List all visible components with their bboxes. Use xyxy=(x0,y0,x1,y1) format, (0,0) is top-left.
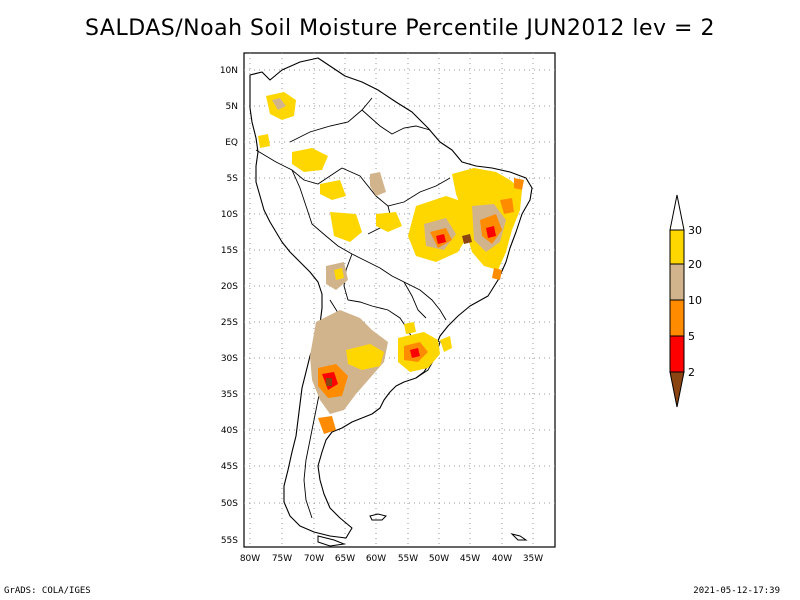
map-title: SALDAS/Noah Soil Moisture Percentile JUN… xyxy=(85,16,715,41)
lon-label: 35W xyxy=(523,554,543,564)
lon-label: 70W xyxy=(304,554,324,564)
lon-label: 40W xyxy=(492,554,512,564)
lat-label: 25S xyxy=(221,318,238,328)
legend-swatch-2-5 xyxy=(669,335,685,373)
soil-moisture-patches xyxy=(258,92,524,434)
lat-label: 35S xyxy=(221,390,238,400)
lat-label: 30S xyxy=(221,354,238,364)
lat-label: 10N xyxy=(220,66,238,76)
lat-label: 5N xyxy=(226,102,238,112)
lat-label: 50S xyxy=(221,499,238,509)
legend-label: 5 xyxy=(688,330,695,343)
lon-label: 55W xyxy=(398,554,418,564)
lon-label: 75W xyxy=(272,554,292,564)
lon-label: 60W xyxy=(366,554,386,564)
legend-label: 10 xyxy=(688,294,702,307)
lat-label: 10S xyxy=(221,210,238,220)
lat-label: 5S xyxy=(227,174,239,184)
lon-label: 50W xyxy=(429,554,449,564)
lat-label: 45S xyxy=(221,462,238,472)
lon-label: 65W xyxy=(335,554,355,564)
continent-outline xyxy=(249,57,533,539)
footer-timestamp: 2021-05-12-17:39 xyxy=(693,586,780,596)
legend-label: 30 xyxy=(688,224,702,237)
lat-label: 40S xyxy=(221,426,238,436)
legend-labels: 30 20 10 5 2 xyxy=(688,224,702,379)
legend-swatch-above-30 xyxy=(669,194,685,231)
longitude-labels: 80W 75W 70W 65W 60W 55W 50W 45W 40W 35W xyxy=(240,554,543,564)
legend-swatch-below-2 xyxy=(669,371,685,408)
color-bar-legend xyxy=(669,194,685,408)
lon-label: 45W xyxy=(460,554,480,564)
map-frame xyxy=(243,52,556,548)
tierra-del-fuego xyxy=(317,535,346,547)
south-georgia xyxy=(510,533,528,541)
legend-label: 2 xyxy=(688,366,695,379)
latitude-labels: 10N 5N EQ 5S 10S 15S 20S 25S 30S 35S 40S… xyxy=(220,66,238,546)
lon-label: 80W xyxy=(240,554,260,564)
lat-label: EQ xyxy=(225,138,238,148)
legend-label: 20 xyxy=(688,258,702,271)
legend-swatch-10-20 xyxy=(669,263,685,301)
falkland-islands xyxy=(369,513,387,521)
lat-label: 15S xyxy=(221,246,238,256)
lat-label: 55S xyxy=(221,536,238,546)
footer-credit: GrADS: COLA/IGES xyxy=(4,586,91,596)
legend-swatch-5-10 xyxy=(669,299,685,337)
lat-label: 20S xyxy=(221,282,238,292)
legend-swatch-20-30 xyxy=(669,229,685,265)
